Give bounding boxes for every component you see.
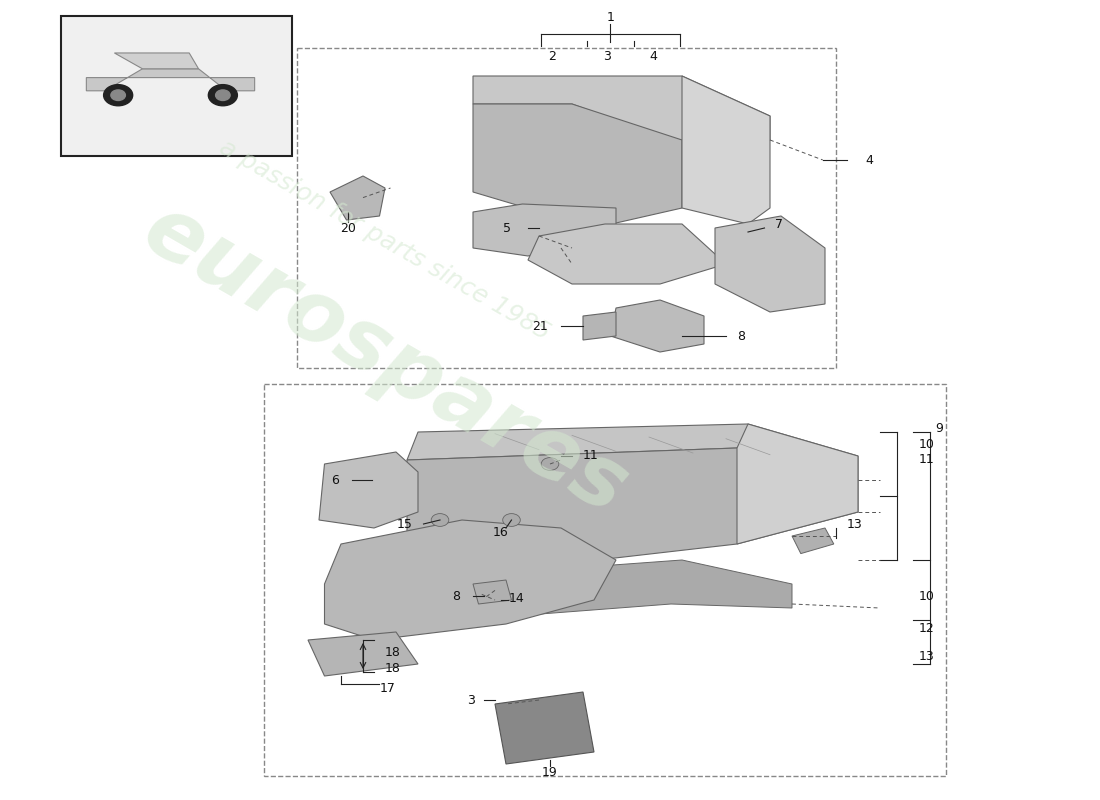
Polygon shape	[473, 104, 682, 228]
Text: 4: 4	[649, 50, 658, 62]
Text: 8: 8	[737, 330, 745, 342]
Circle shape	[111, 90, 125, 101]
Text: 17: 17	[379, 682, 395, 694]
Text: 13: 13	[847, 518, 862, 530]
Text: 12: 12	[918, 622, 934, 634]
Circle shape	[103, 85, 133, 106]
Polygon shape	[473, 76, 770, 140]
Bar	[60, 16, 292, 156]
Text: 11: 11	[583, 450, 598, 462]
Polygon shape	[407, 448, 858, 568]
Text: 13: 13	[918, 650, 934, 662]
Bar	[264, 384, 946, 776]
Text: 2: 2	[548, 50, 557, 62]
Polygon shape	[792, 528, 834, 554]
Text: 1: 1	[606, 11, 615, 24]
Polygon shape	[473, 204, 616, 256]
Text: 4: 4	[865, 154, 873, 166]
Text: 18: 18	[385, 662, 400, 674]
Polygon shape	[610, 300, 704, 352]
Polygon shape	[319, 452, 418, 528]
Text: 3: 3	[603, 50, 612, 62]
Text: 10: 10	[918, 590, 934, 602]
Circle shape	[431, 514, 449, 526]
Text: 9: 9	[935, 422, 943, 434]
Text: 11: 11	[918, 454, 934, 466]
Polygon shape	[330, 176, 385, 220]
Text: 7: 7	[776, 218, 783, 230]
Polygon shape	[462, 560, 792, 620]
Polygon shape	[682, 76, 770, 224]
Text: 16: 16	[493, 526, 508, 538]
Text: a passion for parts since 1985: a passion for parts since 1985	[216, 135, 554, 345]
Text: eurospares: eurospares	[129, 188, 641, 532]
Polygon shape	[86, 69, 255, 90]
Text: 15: 15	[397, 518, 412, 530]
Circle shape	[208, 85, 238, 106]
Text: 8: 8	[452, 590, 460, 602]
Polygon shape	[737, 424, 858, 544]
Text: 5: 5	[504, 222, 512, 234]
Polygon shape	[715, 216, 825, 312]
Polygon shape	[114, 53, 198, 69]
Polygon shape	[407, 424, 858, 480]
Text: 19: 19	[542, 766, 558, 778]
Text: 18: 18	[385, 646, 400, 658]
Polygon shape	[324, 520, 616, 640]
Text: 3: 3	[468, 694, 475, 706]
Text: 21: 21	[532, 320, 548, 333]
Text: 10: 10	[918, 438, 934, 450]
Circle shape	[541, 458, 559, 470]
Circle shape	[503, 514, 520, 526]
Text: 14: 14	[508, 592, 524, 605]
Circle shape	[216, 90, 230, 101]
Polygon shape	[528, 224, 726, 284]
Polygon shape	[473, 580, 512, 604]
Text: 20: 20	[340, 222, 355, 234]
Bar	[297, 48, 836, 368]
Polygon shape	[583, 312, 616, 340]
Text: 6: 6	[331, 474, 339, 486]
Polygon shape	[308, 632, 418, 676]
Polygon shape	[495, 692, 594, 764]
